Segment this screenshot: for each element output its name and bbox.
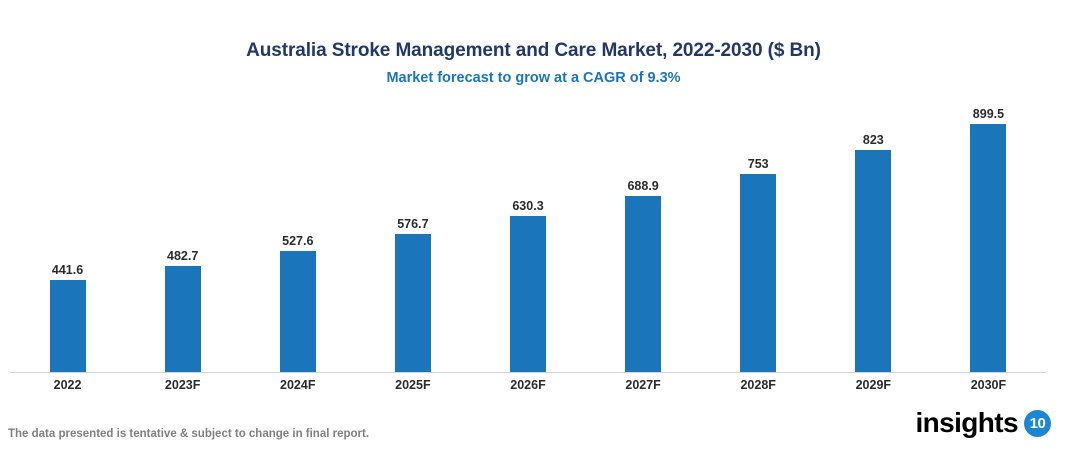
bar-2030F[interactable]: 899.5	[970, 107, 1007, 373]
tick-label-2028F: 2028F	[740, 378, 776, 392]
tick-label-2025F: 2025F	[395, 378, 431, 392]
bar-2025F[interactable]: 576.7	[394, 217, 431, 373]
x-axis-tick-labels: 2022 2023F 2024F 2025F 2026F 2027F 2028F 2029F 2…	[10, 378, 1046, 398]
logo-wordmark: insights	[915, 407, 1018, 438]
insights10-logo: insights 10	[915, 406, 1051, 440]
bar-rect[interactable]	[510, 215, 546, 373]
bar-rect[interactable]	[740, 173, 777, 373]
bar-value-label: 576.7	[397, 217, 429, 232]
bar-2029F[interactable]: 823	[855, 133, 892, 373]
bar-rect[interactable]	[164, 266, 201, 373]
bar-value-label: 630.3	[512, 198, 544, 213]
chart-subtitle: Market forecast to grow at a CAGR of 9.3…	[386, 70, 681, 86]
bar-2027F[interactable]: 688.9	[625, 179, 662, 373]
bar-2022[interactable]: 441.6	[49, 263, 86, 373]
bar-value-label: 753	[747, 156, 769, 171]
bar-rect[interactable]	[625, 195, 662, 373]
bar-rect[interactable]	[394, 234, 431, 373]
tick-label-2029F: 2029F	[855, 378, 892, 392]
bar-value-label: 899.5	[972, 106, 1005, 121]
plot-area: 441.6 482.7 527.6 576.7 630.3 688.9 753 823 899.…	[10, 107, 1046, 373]
tick-label-2027F: 2027F	[625, 378, 661, 392]
bar-2028F[interactable]: 753	[740, 157, 777, 373]
tick-label-2026F: 2026F	[510, 378, 546, 392]
bar-value-label: 823	[862, 132, 884, 147]
bar-value-label: 688.9	[627, 178, 659, 193]
tick-label-2030F: 2030F	[970, 378, 1007, 392]
bar-value-label: 441.6	[51, 263, 84, 278]
bar-rect[interactable]	[970, 123, 1007, 373]
bar-2023F[interactable]: 482.7	[164, 249, 201, 373]
page-title: Australia Stroke Management and Care Mar…	[246, 40, 821, 61]
title-block: Australia Stroke Management and Care Mar…	[0, 38, 1067, 89]
bar-2024F[interactable]: 527.6	[279, 234, 316, 373]
bar-rect[interactable]	[279, 250, 316, 373]
x-axis-line	[10, 372, 1046, 373]
tick-label-2023F: 2023F	[164, 378, 201, 392]
bar-value-label: 527.6	[282, 233, 314, 248]
disclaimer-text: The data presented is tentative & subjec…	[8, 428, 370, 440]
tick-label-2022: 2022	[53, 378, 82, 392]
bar-value-label: 482.7	[167, 249, 199, 264]
bar-rect[interactable]	[855, 149, 892, 373]
tick-label-2024F: 2024F	[280, 378, 316, 392]
bar-rect[interactable]	[49, 280, 86, 373]
logo-badge-icon: 10	[1024, 409, 1051, 437]
bar-2026F[interactable]: 630.3	[510, 199, 546, 373]
